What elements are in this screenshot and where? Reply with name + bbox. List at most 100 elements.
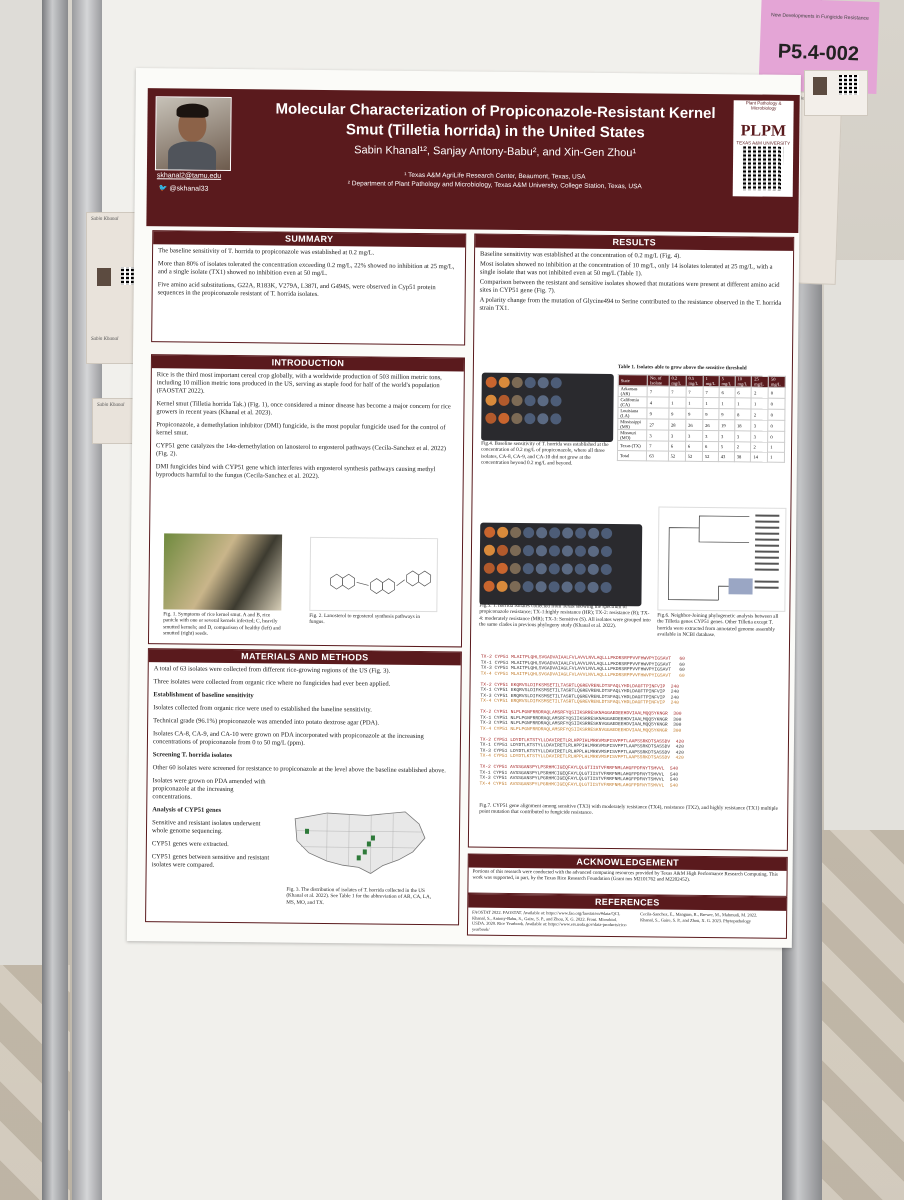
references-section: REFERENCES FAOSTAT 2022. FAOSTAT. Availa… (466, 893, 788, 939)
culture-well (601, 527, 613, 540)
table-cell: 27 (646, 418, 669, 431)
research-poster: skhanal2@tamu.edu 🐦 @skhanal33 Molecular… (126, 68, 801, 948)
culture-well (587, 581, 599, 593)
author-email: skhanal2@tamu.edu (156, 172, 222, 180)
culture-well (550, 413, 562, 425)
table-cell: 1 (702, 397, 719, 409)
table-cell: 2 (751, 386, 769, 399)
culture-well (575, 527, 587, 539)
table-cell: Mississippi (MS) (617, 418, 648, 430)
table-cell: 1 (767, 452, 785, 463)
results-p3: Comparison between the resistant and sen… (479, 278, 780, 295)
plate-row (484, 394, 610, 413)
summary-p1: The baseline sensitivity of T. horrida t… (158, 247, 375, 257)
summary-text: The baseline sensitivity of T. horrida t… (153, 244, 466, 308)
culture-well (587, 563, 599, 575)
table1-title: Table 1. Isolates able to grow above the… (617, 364, 747, 372)
table-cell: 1 (718, 397, 735, 409)
plate-row (483, 526, 639, 546)
table-cell: 5 (718, 441, 735, 452)
culture-well (550, 395, 562, 407)
table-cell: 3 (646, 429, 669, 442)
methods-s3c: CYP51 genes between sensitive and resist… (151, 853, 270, 869)
logo-qr-code (742, 146, 784, 191)
culture-well (537, 395, 549, 407)
table-cell: 9 (647, 407, 669, 420)
plpm-logo: Plant Pathology & Microbiology PLPM TEXA… (732, 100, 794, 197)
table-cell: 1 (685, 397, 703, 409)
summary-p3: Five amino acid substitutions, G22A, R18… (157, 281, 436, 298)
twitter-text: @skhanal33 (169, 185, 209, 193)
table-cell: 6 (702, 441, 719, 452)
card-name: Sabin Khanal (91, 337, 119, 342)
culture-well (549, 527, 561, 539)
methods-p2: Three isolates were collected from organ… (153, 678, 391, 688)
fig1-kernel-smut-photos (163, 533, 283, 611)
culture-well (511, 376, 523, 389)
culture-well (485, 394, 497, 406)
culture-well (497, 526, 509, 538)
logo-text: PLPM (740, 122, 787, 140)
plate-row (482, 580, 638, 600)
wall-left (0, 0, 45, 965)
culture-well (522, 563, 534, 575)
table-cell: 6 (668, 441, 686, 452)
culture-well (484, 526, 496, 538)
fig6-caption: Fig.6. Neighbor-Joining phylogenetic ana… (657, 612, 779, 639)
methods-s1-heading: Establishment of baseline sensitivity (153, 691, 254, 700)
table-cell: 9 (668, 408, 686, 420)
table-cell: 50 mg/L (768, 376, 786, 388)
culture-well (537, 413, 549, 425)
fig4-wells (484, 376, 611, 431)
fig1-caption: Fig. 1. Symptoms of rice kernel smut. A … (163, 611, 281, 638)
culture-well (485, 412, 497, 424)
poster-affiliations: ¹ Texas A&M AgriLife Research Center, Be… (235, 169, 755, 192)
table-cell: 5 mg/L (719, 375, 736, 387)
table-cell: 0.5 mg/L (685, 375, 704, 387)
table-cell: 7 (668, 386, 686, 398)
refs-text: FAOSTAT 2022. FAOSTAT. Available at: htt… (468, 908, 786, 937)
table-cell: 1 (668, 397, 686, 409)
table-cell: 9 (718, 408, 735, 420)
ack-text: Portions of this research were conducted… (472, 869, 778, 883)
table-cell: 0 (767, 431, 785, 443)
table-cell: 19 (718, 419, 735, 431)
culture-well (524, 377, 536, 389)
culture-well (574, 581, 586, 593)
fig3-us-map (286, 801, 431, 887)
culture-well (535, 545, 548, 557)
table-cell: 25 mg/L (751, 375, 769, 388)
intro-p2: Kernel smut (Tilletia horrida Tak.) (Fig… (156, 400, 451, 417)
culture-well (509, 580, 521, 593)
methods-s3b: CYP51 genes were extracted. (151, 840, 229, 849)
table-cell: 6 (734, 386, 752, 398)
culture-well (550, 377, 562, 389)
table-cell: 7 (702, 386, 720, 398)
culture-well (483, 562, 495, 574)
plate-row (483, 544, 639, 564)
table-cell: 3 (685, 430, 703, 442)
culture-well (483, 544, 496, 556)
fig5-plate-photo (479, 522, 643, 607)
culture-well (509, 562, 521, 575)
tree-svg (668, 514, 780, 601)
fig7-caption: Fig.7. CYP51 gene alignment among sensit… (479, 802, 778, 817)
culture-well (587, 545, 600, 557)
intro-p3: Propiconazole, a demethylation inhibitor… (156, 421, 446, 437)
table-cell: 3 (734, 430, 752, 442)
culture-well (496, 544, 509, 556)
ref-3: USDA. 2020. Rice Yearbook. Available at:… (471, 920, 628, 932)
table-cell: 63 (646, 450, 669, 462)
poster-title: Molecular Characterization of Propiconaz… (235, 99, 755, 144)
culture-well (574, 545, 587, 557)
culture-well (535, 581, 547, 593)
intro-p1: Rice is the third most important cereal … (156, 371, 442, 395)
table-cell: No. of Isolate (647, 374, 670, 387)
table-cell: 10 mg/L (734, 375, 752, 387)
culture-well (548, 581, 560, 593)
author-photo (154, 96, 232, 171)
results-section: RESULTS Baseline sensitivity was establi… (467, 233, 795, 851)
table-cell: 52 (702, 451, 719, 462)
table-cell: Missouri (MO) (617, 429, 647, 441)
plate-row (484, 412, 610, 431)
